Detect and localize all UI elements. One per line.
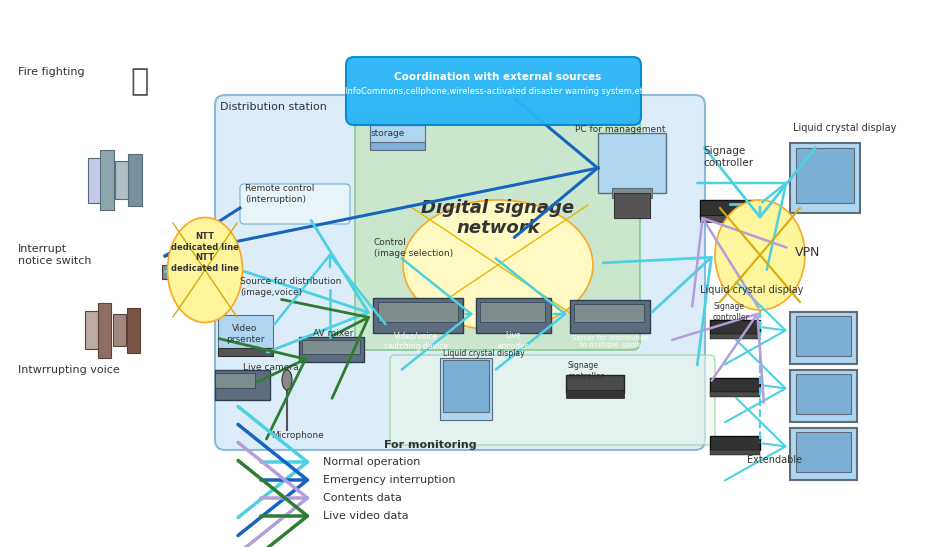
Text: Live camera: Live camera bbox=[243, 363, 298, 371]
Text: Liquid crystal display: Liquid crystal display bbox=[793, 123, 897, 133]
Bar bbox=[710, 334, 760, 339]
Bar bbox=[373, 298, 463, 333]
Bar bbox=[796, 432, 851, 472]
Bar bbox=[215, 370, 270, 400]
Bar bbox=[796, 148, 854, 203]
Bar bbox=[302, 340, 360, 354]
Bar bbox=[98, 303, 111, 358]
Text: Coordination with external sources: Coordination with external sources bbox=[394, 72, 601, 82]
Ellipse shape bbox=[168, 218, 243, 323]
Bar bbox=[570, 300, 650, 333]
Text: For monitoring: For monitoring bbox=[384, 440, 477, 450]
Bar bbox=[88, 158, 102, 203]
Bar bbox=[710, 450, 760, 455]
Text: NTT
dedicated line: NTT dedicated line bbox=[171, 253, 239, 273]
Bar bbox=[370, 142, 425, 150]
Text: Contents data: Contents data bbox=[323, 493, 401, 503]
Bar bbox=[710, 320, 760, 334]
Text: Server for distribution
to multiple  spots: Server for distribution to multiple spot… bbox=[571, 335, 648, 347]
Text: Emergency interruption: Emergency interruption bbox=[323, 475, 456, 485]
Bar bbox=[700, 215, 760, 222]
Bar bbox=[614, 193, 650, 218]
Bar bbox=[440, 358, 492, 420]
Text: Fire fighting: Fire fighting bbox=[18, 67, 84, 77]
Bar bbox=[370, 125, 425, 147]
Text: AV mixer: AV mixer bbox=[312, 329, 354, 339]
Text: Video/voice
switching device: Video/voice switching device bbox=[384, 331, 448, 351]
Ellipse shape bbox=[715, 200, 805, 310]
Bar bbox=[574, 304, 644, 322]
Bar bbox=[215, 373, 255, 388]
Bar bbox=[113, 314, 126, 346]
Bar bbox=[598, 133, 666, 193]
Bar bbox=[566, 390, 624, 398]
Text: Intwrrupting voice: Intwrrupting voice bbox=[18, 365, 120, 375]
Ellipse shape bbox=[403, 200, 593, 330]
Text: VPN: VPN bbox=[795, 246, 821, 259]
Bar bbox=[378, 302, 458, 322]
Bar bbox=[127, 308, 140, 353]
Bar bbox=[100, 150, 114, 210]
Text: Video
prsenter: Video prsenter bbox=[226, 324, 265, 344]
Bar bbox=[790, 428, 857, 480]
FancyBboxPatch shape bbox=[390, 355, 715, 445]
Text: Liquid crystal display: Liquid crystal display bbox=[443, 350, 524, 358]
Text: Liquid crystal display: Liquid crystal display bbox=[700, 285, 803, 295]
Bar bbox=[443, 360, 489, 412]
Bar bbox=[790, 370, 857, 422]
Text: Interrupt
notice switch: Interrupt notice switch bbox=[18, 244, 92, 266]
Bar bbox=[128, 154, 142, 206]
Bar bbox=[710, 392, 760, 397]
Text: Extendable: Extendable bbox=[748, 455, 803, 465]
FancyBboxPatch shape bbox=[215, 95, 705, 450]
Text: Normal operation: Normal operation bbox=[323, 457, 420, 467]
Bar bbox=[710, 378, 760, 392]
Bar bbox=[566, 375, 624, 393]
Bar bbox=[85, 311, 98, 349]
Text: Digital signage
network: Digital signage network bbox=[421, 199, 575, 237]
Text: storage: storage bbox=[371, 130, 405, 138]
Bar bbox=[476, 298, 551, 333]
Bar bbox=[115, 161, 129, 199]
Bar bbox=[796, 316, 851, 356]
Text: 🚁: 🚁 bbox=[131, 67, 149, 96]
FancyBboxPatch shape bbox=[240, 184, 350, 224]
Text: Control
(image selection): Control (image selection) bbox=[374, 238, 453, 258]
Text: Live video data: Live video data bbox=[323, 511, 409, 521]
Text: Signage
controller: Signage controller bbox=[568, 362, 605, 381]
Bar bbox=[480, 302, 545, 322]
Bar bbox=[218, 348, 273, 356]
Text: Signage
controller: Signage controller bbox=[713, 302, 749, 322]
Bar bbox=[710, 436, 760, 450]
Text: Microphone: Microphone bbox=[271, 432, 324, 440]
Text: InfoCommons,cellphone,wireless-activated disaster warning system,etc.: InfoCommons,cellphone,wireless-activated… bbox=[345, 88, 651, 96]
Bar bbox=[790, 312, 857, 364]
Bar bbox=[612, 188, 652, 198]
Text: NTT
dedicated line: NTT dedicated line bbox=[171, 232, 239, 252]
Text: PC for management: PC for management bbox=[575, 125, 665, 135]
Bar bbox=[790, 143, 860, 213]
Ellipse shape bbox=[282, 370, 292, 390]
Text: Signage
controller: Signage controller bbox=[703, 146, 753, 168]
Text: Source for distribution
(image,voice): Source for distribution (image,voice) bbox=[240, 277, 341, 296]
Bar bbox=[700, 200, 760, 218]
Bar bbox=[299, 337, 364, 362]
FancyBboxPatch shape bbox=[355, 115, 640, 350]
Text: Remote control
(interruption): Remote control (interruption) bbox=[245, 184, 314, 203]
Bar bbox=[218, 315, 273, 353]
Bar bbox=[796, 374, 851, 414]
FancyBboxPatch shape bbox=[346, 57, 641, 125]
Bar bbox=[162, 265, 190, 279]
Text: Live
encoder: Live encoder bbox=[497, 331, 528, 351]
Text: Distribution station: Distribution station bbox=[220, 102, 326, 112]
